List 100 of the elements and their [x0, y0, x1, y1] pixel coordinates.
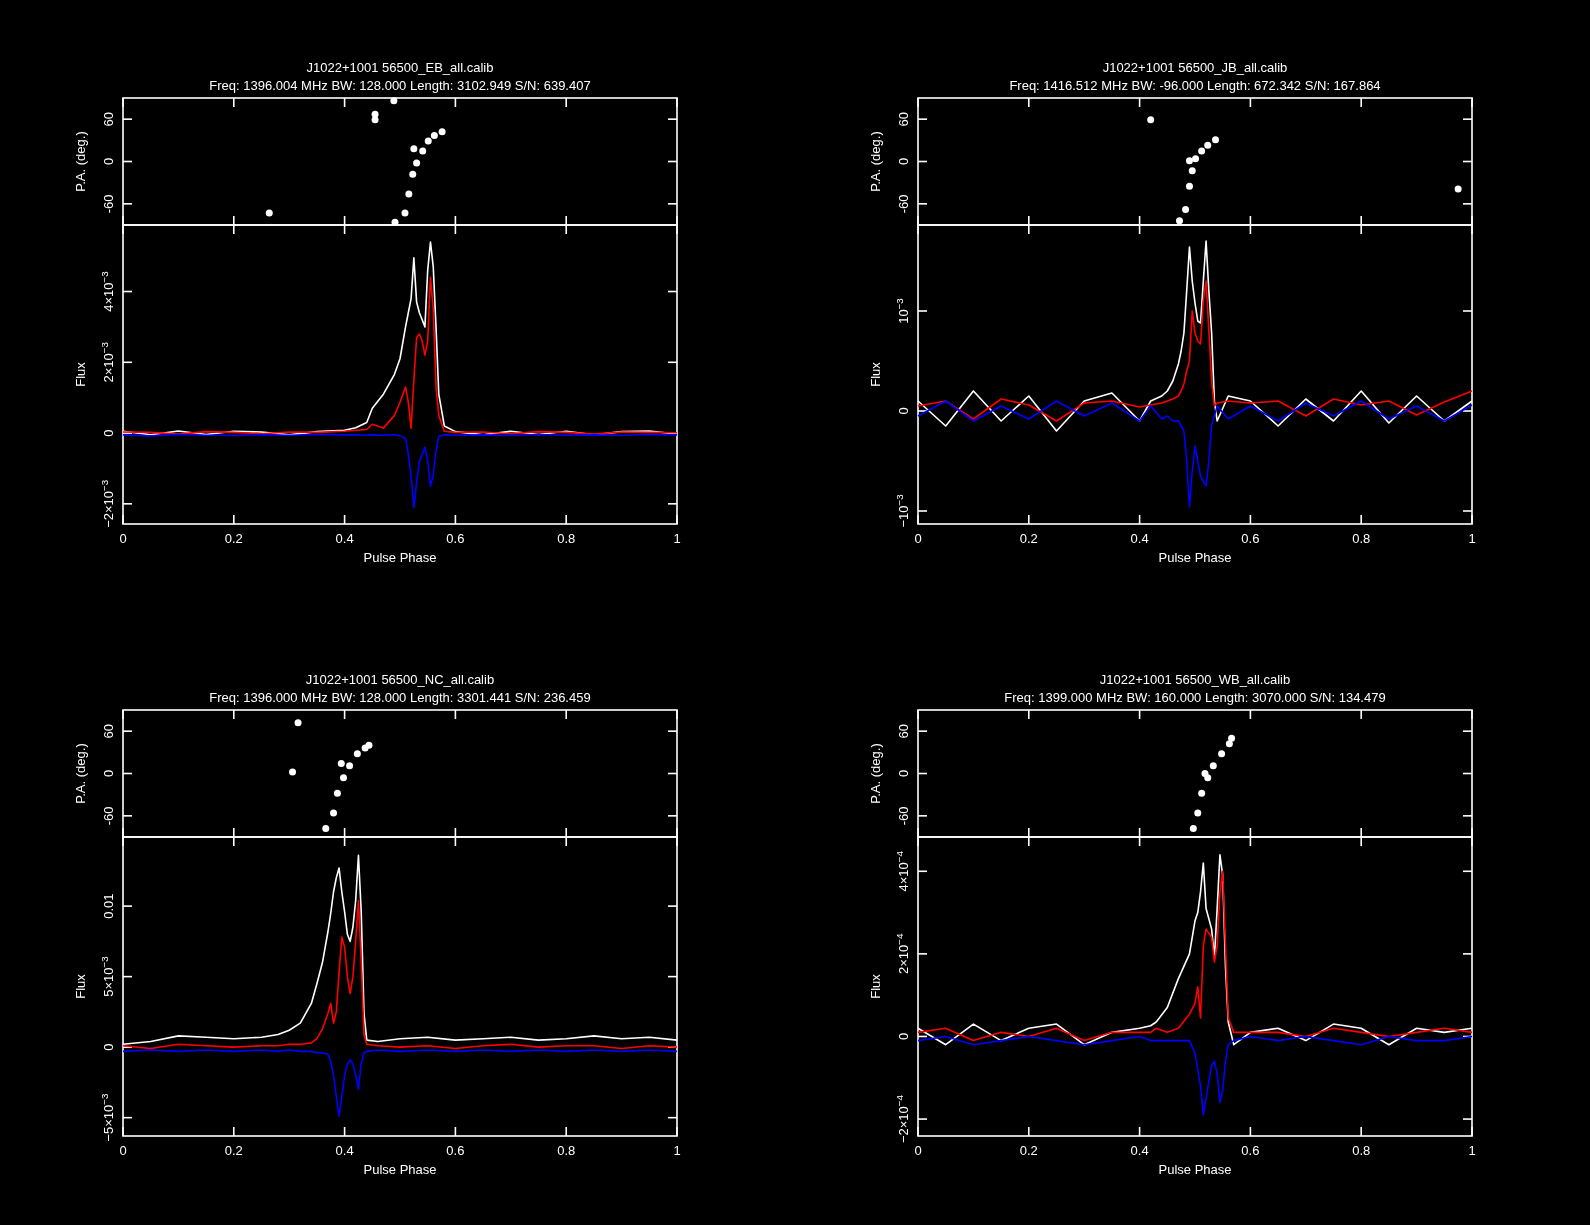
point: [337, 760, 345, 768]
x-tick-label: 0: [119, 1143, 127, 1158]
point: [1201, 770, 1209, 777]
chart-subtitle: Freq: 1396.000 MHz BW: 128.000 Length: 3301.441 S/N: 236.459: [209, 690, 591, 705]
y-tick-label: 60: [101, 723, 116, 739]
x-tick-label: 1: [673, 531, 681, 546]
point: [405, 190, 413, 198]
x-tick-label: 0.8: [557, 1143, 576, 1158]
y-tick-label: 0: [101, 1043, 116, 1051]
point: [1454, 185, 1462, 193]
point: [419, 147, 427, 155]
x-tick-label: 1: [1468, 531, 1476, 546]
x-tick-label: 0.4: [335, 1143, 354, 1158]
chart-subtitle: Freq: 1399.000 MHz BW: 160.000 Length: 3070.000 S/N: 134.479: [1004, 690, 1386, 705]
point: [322, 825, 330, 833]
y-tick-label: 0: [896, 157, 911, 166]
x-tick-label: 0.4: [335, 531, 354, 546]
x-tick-label: 0.2: [224, 1143, 243, 1158]
y-tick-label: 60: [101, 111, 116, 127]
x-tick-label: 0.6: [1241, 1143, 1260, 1158]
x-tick-label: 0.4: [1130, 1143, 1149, 1158]
point: [1228, 734, 1236, 742]
y-axis-title: P.A. (deg.): [868, 131, 883, 192]
point: [1209, 762, 1217, 770]
x-axis-title: Pulse Phase: [363, 550, 437, 565]
y-tick-label: 0: [896, 407, 911, 415]
point: [401, 209, 409, 217]
y-axis-title: P.A. (deg.): [73, 131, 88, 192]
y-tick-label: 0: [101, 429, 116, 437]
point: [1212, 136, 1219, 144]
point: [371, 116, 379, 124]
y-tick-label: -60: [896, 194, 911, 214]
x-tick-label: 0.8: [1352, 1143, 1371, 1158]
x-axis-title: Pulse Phase: [363, 1162, 437, 1177]
y-tick-label: 60: [896, 111, 911, 127]
line-series: [122, 1049, 678, 1118]
x-tick-label: 1: [673, 1143, 681, 1158]
point: [424, 137, 432, 145]
chart-title: J1022+1001 56500_EB_all.calib: [306, 60, 494, 75]
point: [413, 159, 421, 167]
line-series: [917, 280, 1473, 422]
x-tick-label: 0: [119, 531, 127, 546]
chart-title: J1022+1001 56500_WB_all.calib: [1099, 672, 1291, 687]
x-tick-label: 0.6: [446, 1143, 465, 1158]
y-axis-title: P.A. (deg.): [73, 743, 88, 804]
point: [1175, 217, 1183, 225]
point: [353, 750, 361, 758]
point: [409, 170, 417, 178]
point: [294, 719, 302, 727]
point: [265, 209, 273, 217]
x-axis-title: Pulse Phase: [1158, 550, 1232, 565]
y-axis-title: Flux: [868, 973, 883, 999]
point: [1147, 116, 1155, 124]
x-tick-label: 0.2: [224, 531, 243, 546]
x-axis-title: Pulse Phase: [1158, 1162, 1232, 1177]
y-axis-title: P.A. (deg.): [868, 743, 883, 804]
x-tick-label: 0.6: [1241, 531, 1260, 546]
x-tick-label: 0.4: [1130, 531, 1149, 546]
chart-subtitle: Freq: 1396.004 MHz BW: 128.000 Length: 3102.949 S/N: 639.407: [209, 78, 591, 93]
x-tick-label: 0: [914, 1143, 922, 1158]
x-tick-label: 0.8: [557, 531, 576, 546]
point: [1204, 141, 1212, 149]
point: [1194, 809, 1202, 817]
chart-subtitle: Freq: 1416.512 MHz BW: -96.000 Length: 672.342 S/N: 167.864: [1009, 78, 1381, 93]
point: [333, 789, 341, 797]
point: [1218, 750, 1226, 758]
x-tick-label: 1: [1468, 1143, 1476, 1158]
x-tick-label: 0.8: [1352, 531, 1371, 546]
chart-title: J1022+1001 56500_JB_all.calib: [1102, 60, 1288, 75]
y-tick-label: 0: [896, 1032, 911, 1041]
x-tick-label: 0.6: [446, 531, 465, 546]
y-tick-label: 0: [896, 769, 911, 778]
x-tick-label: 0.2: [1019, 531, 1038, 546]
point: [1198, 147, 1206, 155]
point: [289, 768, 297, 776]
point: [1185, 182, 1193, 190]
line-series: [122, 899, 678, 1050]
line-series: [917, 1035, 1473, 1116]
line-series: [122, 276, 678, 435]
point: [438, 128, 446, 136]
point: [339, 774, 347, 782]
point: [365, 741, 373, 749]
point: [1185, 157, 1193, 165]
y-tick-label: 60: [896, 723, 911, 739]
line-series: [917, 400, 1473, 508]
y-axis-title: Flux: [73, 361, 88, 387]
point: [1189, 825, 1197, 833]
y-axis-title: Flux: [73, 973, 88, 999]
point: [346, 762, 354, 770]
y-tick-label: -60: [101, 806, 116, 826]
point: [410, 145, 418, 153]
line-series: [122, 433, 678, 509]
y-tick-label: 0.01: [101, 893, 116, 919]
x-tick-label: 0: [914, 531, 922, 546]
y-axis-title: Flux: [868, 361, 883, 387]
point: [1182, 205, 1190, 213]
point: [1192, 155, 1200, 163]
point: [430, 131, 438, 139]
point: [390, 97, 398, 105]
point: [1188, 167, 1196, 175]
